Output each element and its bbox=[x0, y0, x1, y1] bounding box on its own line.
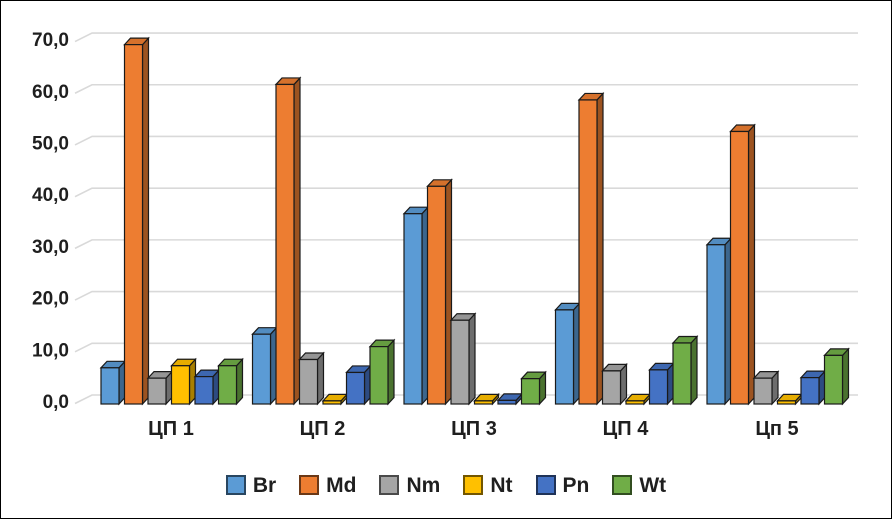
y-axis-tick-label: 50,0 bbox=[32, 133, 69, 154]
bar-pn-4 bbox=[648, 361, 675, 406]
legend-swatch bbox=[612, 475, 633, 495]
bar-wt-1 bbox=[217, 357, 244, 406]
legend-item-pn: Pn bbox=[535, 473, 590, 497]
category-label: Цп 5 bbox=[755, 418, 798, 440]
bar-br-3 bbox=[402, 205, 430, 406]
bar-nt-4 bbox=[624, 392, 652, 406]
category-label: ЦП 3 bbox=[451, 418, 497, 440]
bar-md-1 bbox=[123, 36, 150, 406]
legend-label: Nt bbox=[490, 473, 513, 497]
bar-wt-5 bbox=[823, 347, 850, 406]
bar-md-2 bbox=[274, 76, 302, 406]
bar-br-2 bbox=[251, 326, 278, 406]
category-label: ЦП 1 bbox=[148, 418, 194, 440]
y-axis-tick-label: 20,0 bbox=[32, 289, 69, 310]
bar-md-3 bbox=[426, 178, 453, 406]
chart-legend: Br Md Nm Nt Pn Wt bbox=[1, 465, 891, 505]
bar-nm-2 bbox=[298, 351, 325, 406]
category-label: ЦП 2 bbox=[300, 418, 346, 440]
bar-br-1 bbox=[99, 359, 127, 406]
y-axis-tick-label: 0,0 bbox=[43, 392, 69, 413]
bar-br-4 bbox=[554, 301, 581, 406]
legend-label: Wt bbox=[639, 473, 667, 497]
bar-nm-5 bbox=[752, 370, 780, 406]
y-axis-tick-label: 70,0 bbox=[32, 30, 69, 51]
bar-nt-1 bbox=[170, 357, 197, 406]
legend-swatch bbox=[225, 475, 246, 495]
bar-md-5 bbox=[729, 123, 756, 406]
bar-pn-2 bbox=[345, 364, 372, 406]
bar-md-4 bbox=[577, 91, 605, 406]
y-axis-tick-label: 10,0 bbox=[32, 340, 69, 361]
legend-label: Nm bbox=[406, 473, 441, 497]
legend-item-nt: Nt bbox=[463, 473, 513, 497]
bar-wt-3 bbox=[520, 370, 547, 406]
bar-nm-1 bbox=[146, 370, 174, 406]
legend-label: Br bbox=[252, 473, 277, 497]
y-axis-tick-label: 40,0 bbox=[32, 185, 69, 206]
bar-wt-2 bbox=[368, 338, 396, 406]
bar-wt-4 bbox=[671, 334, 699, 406]
bar-pn-1 bbox=[193, 368, 221, 406]
legend-item-br: Br bbox=[225, 473, 277, 497]
legend-swatch bbox=[463, 475, 484, 495]
gridline bbox=[74, 32, 858, 43]
legend-swatch bbox=[379, 475, 400, 495]
category-label: ЦП 4 bbox=[603, 418, 650, 440]
legend-label: Pn bbox=[562, 473, 590, 497]
bar-br-5 bbox=[705, 236, 733, 406]
gridline bbox=[74, 83, 858, 94]
bar-nt-5 bbox=[776, 392, 803, 406]
bar-nt-3 bbox=[473, 392, 500, 406]
bar-nm-4 bbox=[601, 362, 628, 406]
legend-swatch bbox=[535, 475, 556, 495]
legend-item-md: Md bbox=[299, 475, 356, 496]
legend-label: Md bbox=[326, 473, 357, 497]
y-axis-tick-label: 60,0 bbox=[32, 82, 69, 103]
bar-nt-2 bbox=[321, 392, 349, 406]
legend-item-wt: Wt bbox=[612, 475, 666, 496]
y-axis-tick-label: 30,0 bbox=[32, 237, 69, 258]
legend-swatch bbox=[299, 475, 320, 495]
bar-nm-3 bbox=[449, 312, 477, 406]
legend-item-nm: Nm bbox=[379, 475, 440, 496]
bar-pn-5 bbox=[799, 369, 827, 406]
